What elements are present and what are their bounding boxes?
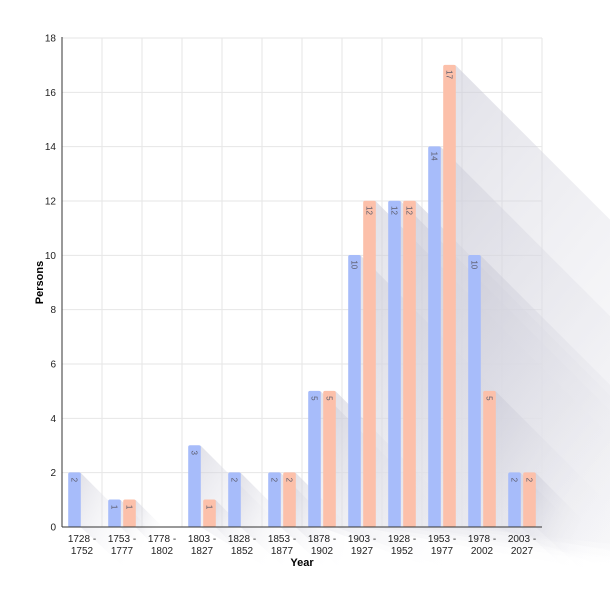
bar-shadow bbox=[80, 472, 130, 572]
bar bbox=[468, 255, 481, 528]
bar-value-label: 5 bbox=[310, 396, 319, 401]
bar bbox=[308, 390, 321, 528]
x-tick-label: 2002 bbox=[471, 546, 494, 557]
x-tick-label: 1827 bbox=[191, 546, 214, 557]
x-tick-label: 1878 - bbox=[308, 534, 336, 545]
bar-shadow bbox=[135, 499, 160, 552]
x-tick-label: 1852 bbox=[231, 546, 254, 557]
x-tick-label: 1753 - bbox=[108, 534, 136, 545]
bar-value-label: 12 bbox=[365, 206, 374, 215]
x-tick-label: 1927 bbox=[351, 546, 374, 557]
bar-shadow bbox=[240, 472, 290, 572]
bar-value-label: 2 bbox=[285, 478, 294, 483]
bar bbox=[188, 445, 201, 528]
x-tick-label: 1903 - bbox=[348, 534, 376, 545]
y-tick-label: 8 bbox=[50, 305, 56, 316]
x-axis-title: Year bbox=[290, 557, 314, 569]
bar bbox=[363, 200, 376, 528]
bar-value-label: 2 bbox=[230, 478, 239, 483]
x-tick-label: 1928 - bbox=[388, 534, 416, 545]
x-tick-label: 1952 bbox=[391, 546, 414, 557]
bar bbox=[443, 64, 456, 528]
bar-value-label: 2 bbox=[270, 478, 279, 483]
bar-value-label: 1 bbox=[205, 505, 214, 510]
bar-value-label: 2 bbox=[525, 478, 534, 483]
bar-value-label: 14 bbox=[430, 152, 439, 161]
y-tick-label: 16 bbox=[45, 88, 57, 99]
bar-shadow bbox=[215, 499, 240, 552]
bar bbox=[403, 200, 416, 528]
bar-value-label: 12 bbox=[405, 206, 414, 215]
bar-value-label: 5 bbox=[485, 396, 494, 401]
x-tick-label: 1802 bbox=[151, 546, 174, 557]
x-tick-label: 1953 - bbox=[428, 534, 456, 545]
bar-value-label: 12 bbox=[390, 206, 399, 215]
y-tick-label: 12 bbox=[45, 197, 57, 208]
bar bbox=[428, 146, 441, 528]
bar bbox=[348, 255, 361, 528]
bar-value-label: 5 bbox=[325, 396, 334, 401]
y-tick-label: 6 bbox=[50, 360, 56, 371]
bar-value-label: 3 bbox=[190, 451, 199, 456]
x-tick-label: 1853 - bbox=[268, 534, 296, 545]
y-axis-title: Persons bbox=[34, 261, 46, 304]
x-tick-label: 1728 - bbox=[68, 534, 96, 545]
y-tick-label: 0 bbox=[50, 523, 56, 534]
bar bbox=[388, 200, 401, 528]
y-tick-label: 2 bbox=[50, 468, 56, 479]
x-tick-label: 1977 bbox=[431, 546, 454, 557]
bar-value-label: 2 bbox=[70, 478, 79, 483]
x-tick-label: 2027 bbox=[511, 546, 534, 557]
x-tick-label: 1902 bbox=[311, 546, 334, 557]
bar-value-label: 1 bbox=[125, 505, 134, 510]
bar bbox=[323, 390, 336, 528]
y-tick-label: 10 bbox=[45, 251, 57, 262]
bar bbox=[483, 390, 496, 528]
x-tick-label: 1777 bbox=[111, 546, 134, 557]
bar-value-label: 1 bbox=[110, 505, 119, 510]
x-tick-label: 1778 - bbox=[148, 534, 176, 545]
y-tick-label: 14 bbox=[45, 142, 57, 153]
bar-shadow bbox=[535, 472, 585, 572]
x-tick-label: 1803 - bbox=[188, 534, 216, 545]
bar-value-label: 17 bbox=[445, 70, 454, 79]
bar-value-label: 10 bbox=[350, 260, 359, 269]
y-tick-label: 4 bbox=[50, 414, 56, 425]
bar-value-label: 10 bbox=[470, 260, 479, 269]
x-tick-label: 1978 - bbox=[468, 534, 496, 545]
x-tick-label: 2003 - bbox=[508, 534, 536, 545]
x-tick-label: 1752 bbox=[71, 546, 94, 557]
y-tick-label: 18 bbox=[45, 34, 57, 45]
bar-value-label: 2 bbox=[510, 478, 519, 483]
x-tick-label: 1877 bbox=[271, 546, 294, 557]
x-tick-label: 1828 - bbox=[228, 534, 256, 545]
